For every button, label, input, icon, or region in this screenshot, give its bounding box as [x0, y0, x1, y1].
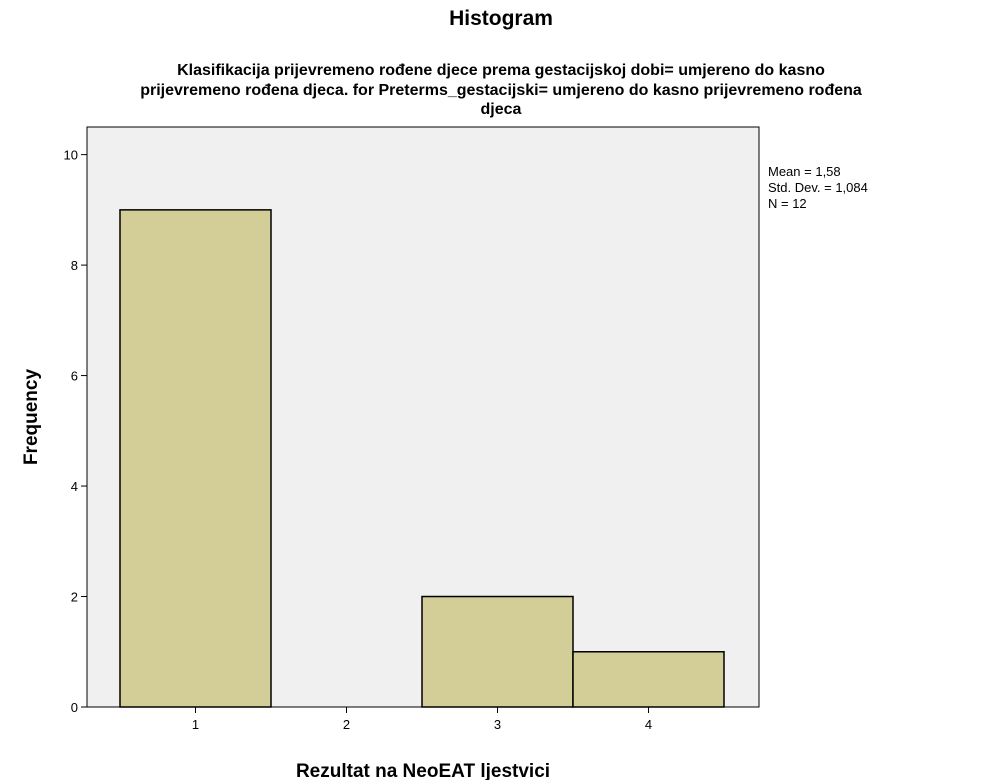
stats-mean: Mean = 1,58	[768, 164, 841, 179]
y-tick-label-6: 6	[71, 369, 78, 384]
x-axis-title: Rezultat na NeoEAT ljestvici	[296, 761, 550, 780]
y-tick-label-2: 2	[71, 590, 78, 605]
chart-subtitle-line-3: djeca	[481, 101, 522, 118]
stats-n: N = 12	[768, 196, 807, 211]
x-tick-label-3: 3	[494, 717, 501, 732]
chart-title: Histogram	[449, 7, 553, 30]
bar-4	[572, 651, 725, 708]
y-tick-label-8: 8	[71, 258, 78, 273]
bar-1	[119, 209, 272, 708]
chart-subtitle-line-1: Klasifikacija prijevremeno rođene djece …	[177, 62, 825, 79]
x-axis: 1 2 3 4	[192, 707, 652, 732]
x-tick-label-1: 1	[192, 717, 199, 732]
y-axis-title: Frequency	[21, 369, 42, 466]
y-tick-label-4: 4	[71, 479, 78, 494]
x-tick-label-4: 4	[645, 717, 652, 732]
x-tick-label-2: 2	[343, 717, 350, 732]
y-tick-label-0: 0	[71, 700, 78, 715]
y-axis: 0 2 4 6 8 10	[64, 148, 87, 715]
bars-group	[119, 209, 725, 708]
stats-std-dev: Std. Dev. = 1,084	[768, 180, 868, 195]
chart-subtitle-line-2: prijevremeno rođena djeca. for Preterms_…	[140, 82, 862, 99]
bar-3	[421, 595, 574, 708]
y-tick-label-10: 10	[64, 148, 78, 163]
